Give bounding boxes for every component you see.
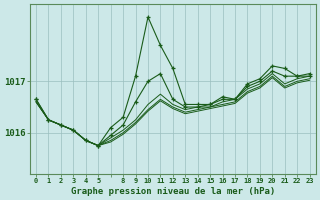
X-axis label: Graphe pression niveau de la mer (hPa): Graphe pression niveau de la mer (hPa) [71, 187, 275, 196]
